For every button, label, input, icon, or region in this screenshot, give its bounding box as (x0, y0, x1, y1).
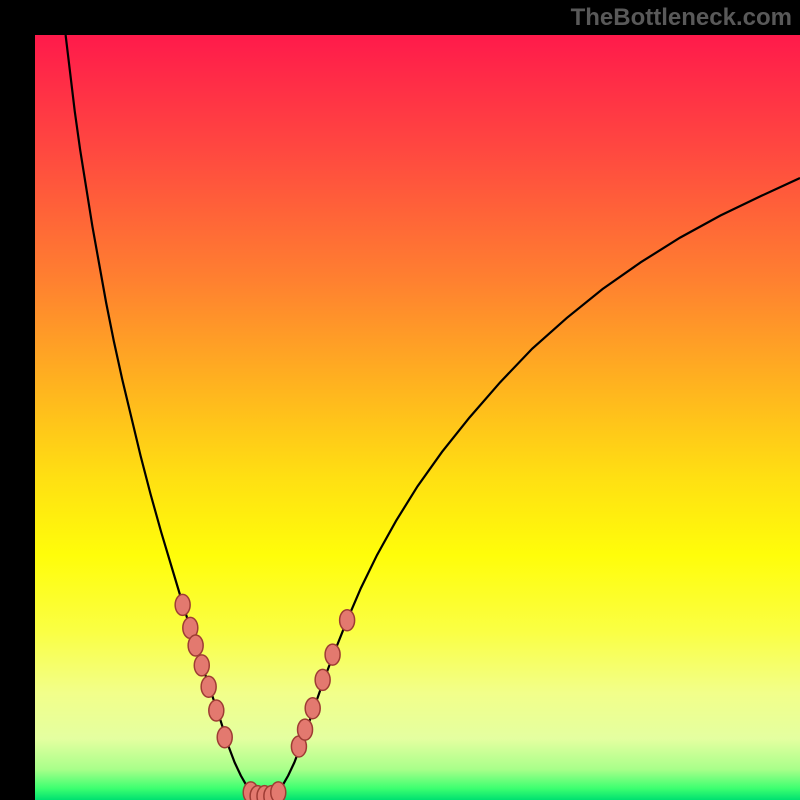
plot-area (35, 35, 800, 800)
curve-marker (315, 669, 330, 690)
curve-marker (209, 700, 224, 721)
curve-marker (305, 698, 320, 719)
curve-marker (194, 655, 209, 676)
gradient-rect (35, 35, 800, 800)
curve-marker (188, 635, 203, 656)
curve-marker (217, 727, 232, 748)
chart-svg (35, 35, 800, 800)
curve-marker (175, 594, 190, 615)
curve-marker (271, 782, 286, 800)
curve-marker (298, 719, 313, 740)
curve-marker (340, 610, 355, 631)
chart-frame: TheBottleneck.com (0, 0, 800, 800)
watermark-text: TheBottleneck.com (571, 4, 792, 32)
curve-marker (325, 644, 340, 665)
curve-marker (201, 676, 216, 697)
